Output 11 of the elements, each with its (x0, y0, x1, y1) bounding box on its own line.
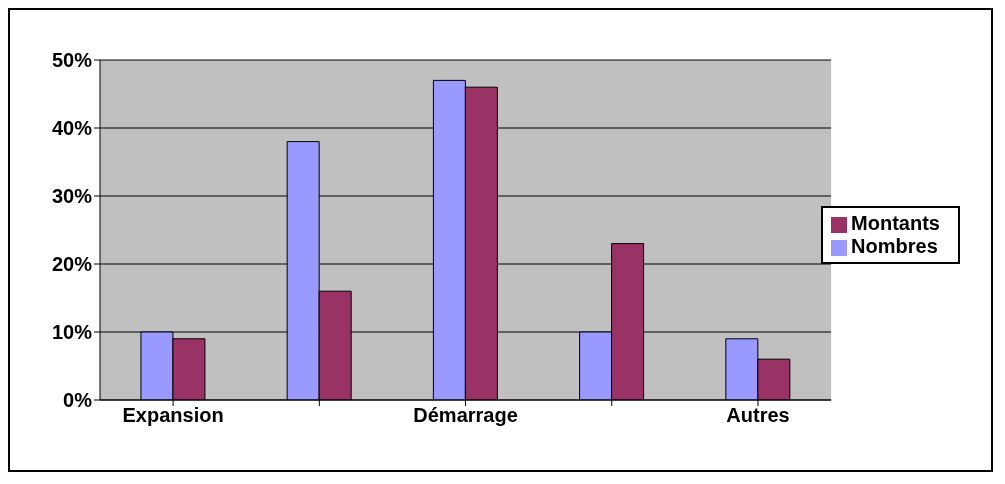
y-tick-label: 50% (51, 49, 93, 72)
y-tick-label: 0% (63, 389, 93, 412)
x-tick-label: Autres (726, 404, 790, 427)
y-tick-label: 10% (51, 321, 93, 344)
y-tick-label: 20% (51, 253, 93, 276)
y-tick-label: 30% (51, 185, 93, 208)
legend-label: Montants (851, 212, 940, 234)
y-tick-label: 40% (51, 117, 93, 140)
legend-label: Nombres (851, 235, 938, 257)
x-tick-label: Démarrage (413, 404, 518, 427)
x-tick-label: Expansion (122, 404, 224, 427)
